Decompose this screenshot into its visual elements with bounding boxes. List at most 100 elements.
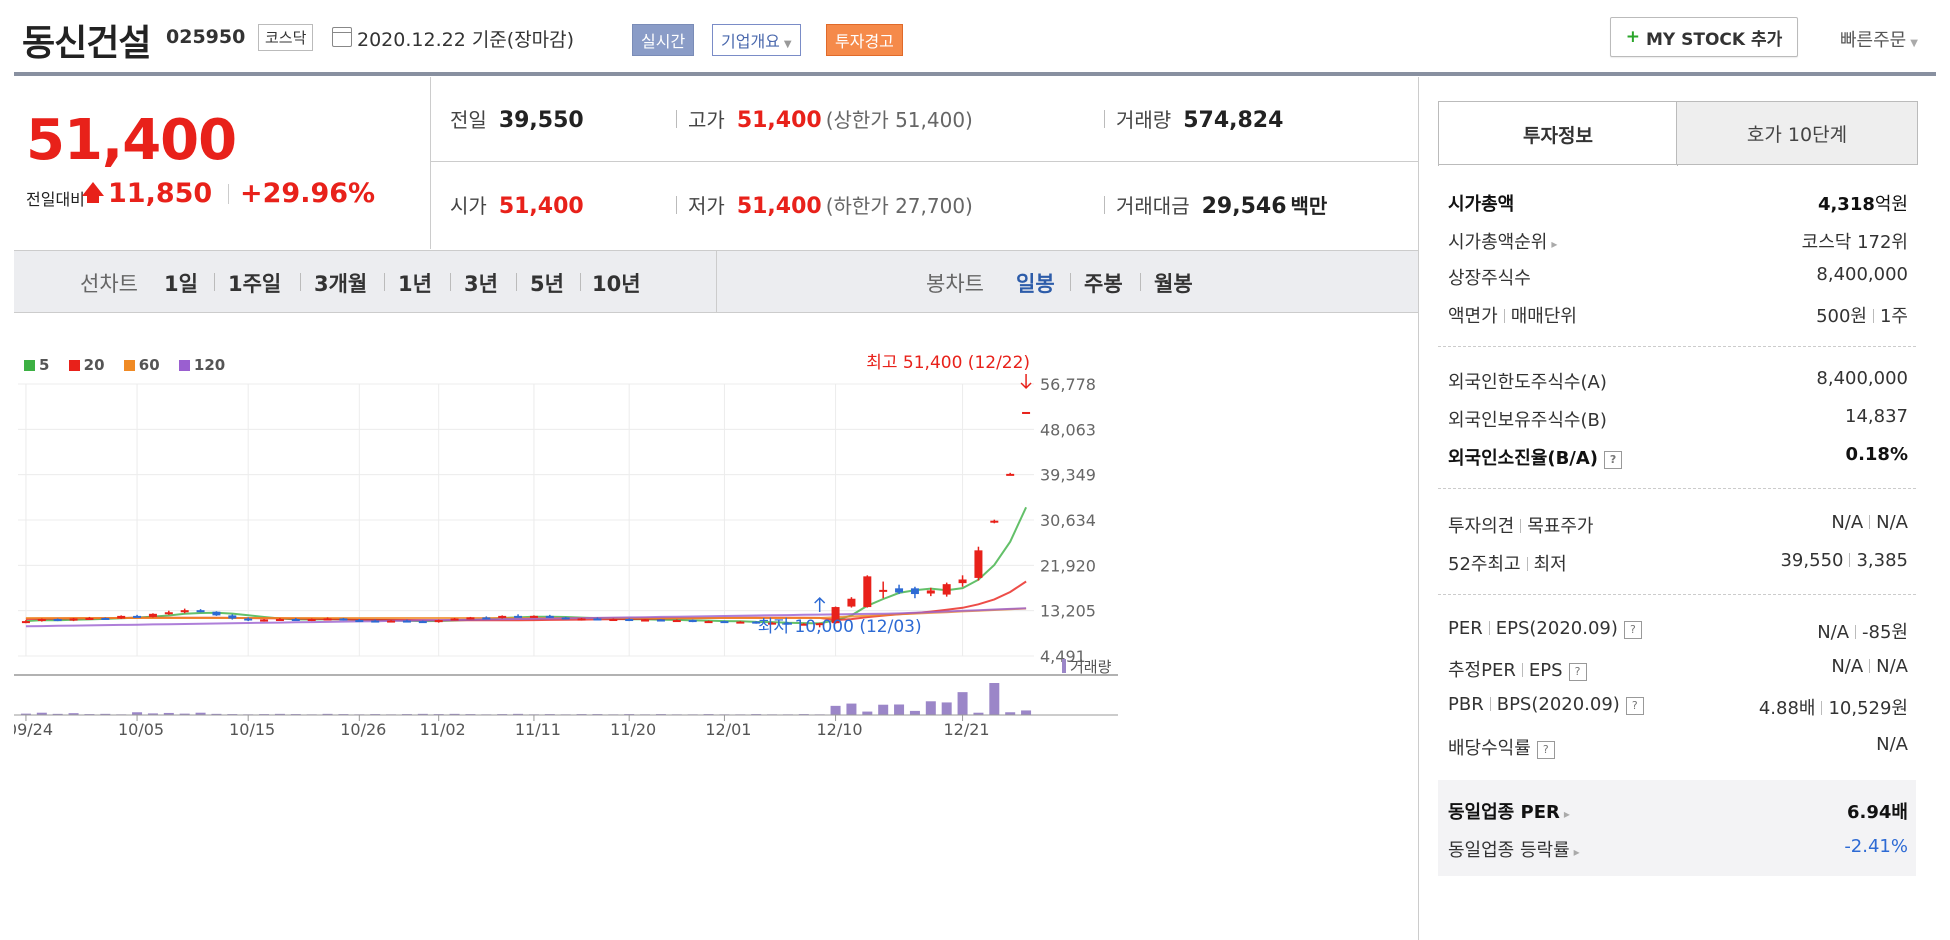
volume-bar <box>830 705 841 715</box>
est-per-value: N/A <box>1831 656 1864 677</box>
candle-body <box>863 576 872 608</box>
market-badge: 코스닥 <box>258 24 314 51</box>
tab-divider <box>1438 164 1916 165</box>
divider <box>1140 273 1141 291</box>
candle-body <box>720 621 729 624</box>
volume-bar <box>52 713 63 715</box>
cap-rank-label: 시가총액순위 <box>1448 232 1548 253</box>
volume-bar <box>909 710 920 715</box>
candle-body <box>101 617 110 620</box>
candle-body <box>180 610 189 613</box>
help-icon[interactable]: ? <box>1568 663 1587 681</box>
line-chart-label: 선차트 <box>80 272 138 296</box>
volume-bar <box>862 711 873 715</box>
market-cap-number: 4,318 <box>1817 194 1875 215</box>
ma-line-120 <box>25 607 1027 628</box>
company-overview-dropdown[interactable]: 기업개요 ▼ <box>712 24 801 56</box>
period-3m[interactable]: 3개월 <box>314 272 368 296</box>
candle-daily[interactable]: 일봉 <box>1016 272 1055 296</box>
price-date: 2020.12.22 기준(장마감) <box>357 29 575 51</box>
legend-ma60[interactable]: 60 <box>123 356 160 374</box>
candle-body <box>323 618 332 621</box>
help-icon[interactable]: ? <box>1625 697 1644 715</box>
w52-low-label: 최저 <box>1533 554 1567 575</box>
divider <box>214 273 215 291</box>
est-per-label: 추정PER <box>1448 660 1516 681</box>
candle-weekly[interactable]: 주봉 <box>1084 272 1123 296</box>
period-1w[interactable]: 1주일 <box>228 272 282 296</box>
peer-per-label: 동일업종 PER <box>1448 802 1560 823</box>
candle-body <box>926 590 935 594</box>
help-icon[interactable]: ? <box>1623 621 1642 639</box>
tab-invest-info[interactable]: 투자정보 <box>1438 101 1678 166</box>
candle-body <box>625 619 634 622</box>
stat-low-limit: (하한가 27,700) <box>825 194 973 218</box>
chevron-right-icon: ▸ <box>1573 845 1580 859</box>
listed-shares-value: 8,400,000 <box>1816 264 1908 285</box>
period-1d[interactable]: 1일 <box>164 272 198 296</box>
low-annotation: 최저 10,000 (12/03) <box>758 617 922 637</box>
add-mystock-button[interactable]: + MY STOCK 추가 <box>1610 17 1798 57</box>
stat-amount-label: 거래대금 <box>1116 194 1190 218</box>
candle-body <box>450 618 459 621</box>
volume-bar <box>417 713 428 715</box>
stat-low-label: 저가 <box>688 194 725 218</box>
period-3y[interactable]: 3년 <box>464 272 498 296</box>
candle-body <box>910 588 919 595</box>
price-chart[interactable]: 56,778 48,063 39,349 30,634 21,920 13,205 4,49… <box>14 350 1418 940</box>
help-icon[interactable]: ? <box>1604 451 1623 469</box>
candle-body <box>656 619 665 622</box>
tab-order-book[interactable]: 호가 10단계 <box>1676 101 1918 165</box>
candle-monthly[interactable]: 월봉 <box>1154 272 1193 296</box>
legend-ma5[interactable]: 5 <box>24 356 49 374</box>
candle-body <box>196 610 205 613</box>
calendar-icon <box>332 27 352 47</box>
candle-chart-label: 봉차트 <box>926 272 984 296</box>
period-5y[interactable]: 5년 <box>530 272 564 296</box>
period-1y[interactable]: 1년 <box>398 272 432 296</box>
volume-bar <box>132 712 143 715</box>
peer-per-value: 6.94배 <box>1847 802 1908 823</box>
opinion-value: N/A <box>1831 512 1864 533</box>
volume-legend-label: 거래량 <box>1070 658 1112 676</box>
volume-bars: 거래량 <box>14 658 1118 716</box>
legend-ma120[interactable]: 120 <box>178 356 225 374</box>
target-label: 목표주가 <box>1527 516 1594 537</box>
stat-high-value: 51,400 <box>736 108 822 133</box>
candle-body <box>847 598 856 607</box>
per-value: N/A <box>1817 622 1850 643</box>
realtime-tag[interactable]: 실시간 <box>632 24 695 56</box>
foreign-limit-label: 외국인한도주식수(A) <box>1448 372 1607 393</box>
add-mystock-label: MY STOCK 추가 <box>1645 29 1783 50</box>
candle-body <box>228 615 237 619</box>
candle-body <box>593 618 602 621</box>
period-10y[interactable]: 10년 <box>592 272 641 296</box>
est-eps-label: EPS <box>1528 660 1563 681</box>
stock-name: 동신건설 <box>22 23 151 64</box>
chevron-down-icon: ▼ <box>783 39 792 50</box>
candle-body <box>768 622 777 625</box>
x-tick-label: 12/10 <box>817 720 863 739</box>
cap-rank-value: 코스닥 172위 <box>1801 232 1908 253</box>
up-arrow-stem <box>87 196 99 203</box>
candle-body <box>672 620 681 623</box>
par-label: 액면가 <box>1448 306 1498 327</box>
candle-body <box>244 618 253 621</box>
y-tick-label: 4,491 <box>1040 647 1086 666</box>
up-arrow-icon <box>82 182 104 196</box>
divider <box>228 184 229 204</box>
x-tick-label: 09/24 <box>14 720 53 739</box>
candle-body <box>831 607 840 624</box>
volume-bar <box>925 701 936 715</box>
help-icon[interactable]: ? <box>1536 741 1555 759</box>
stat-high: 고가 51,400 (상한가 51,400) <box>688 104 973 133</box>
w52-high-value: 39,550 <box>1780 550 1844 571</box>
quick-order-dropdown[interactable]: 빠른주문 ▼ <box>1840 26 1918 52</box>
market-cap-unit: 억원 <box>1874 194 1908 215</box>
candle-body <box>21 621 30 624</box>
candle-body <box>260 619 269 622</box>
candle-body <box>53 619 62 622</box>
est-eps-value: N/A <box>1876 656 1908 677</box>
foreign-rate-value: 0.18% <box>1845 444 1908 465</box>
legend-ma20[interactable]: 20 <box>68 356 105 374</box>
